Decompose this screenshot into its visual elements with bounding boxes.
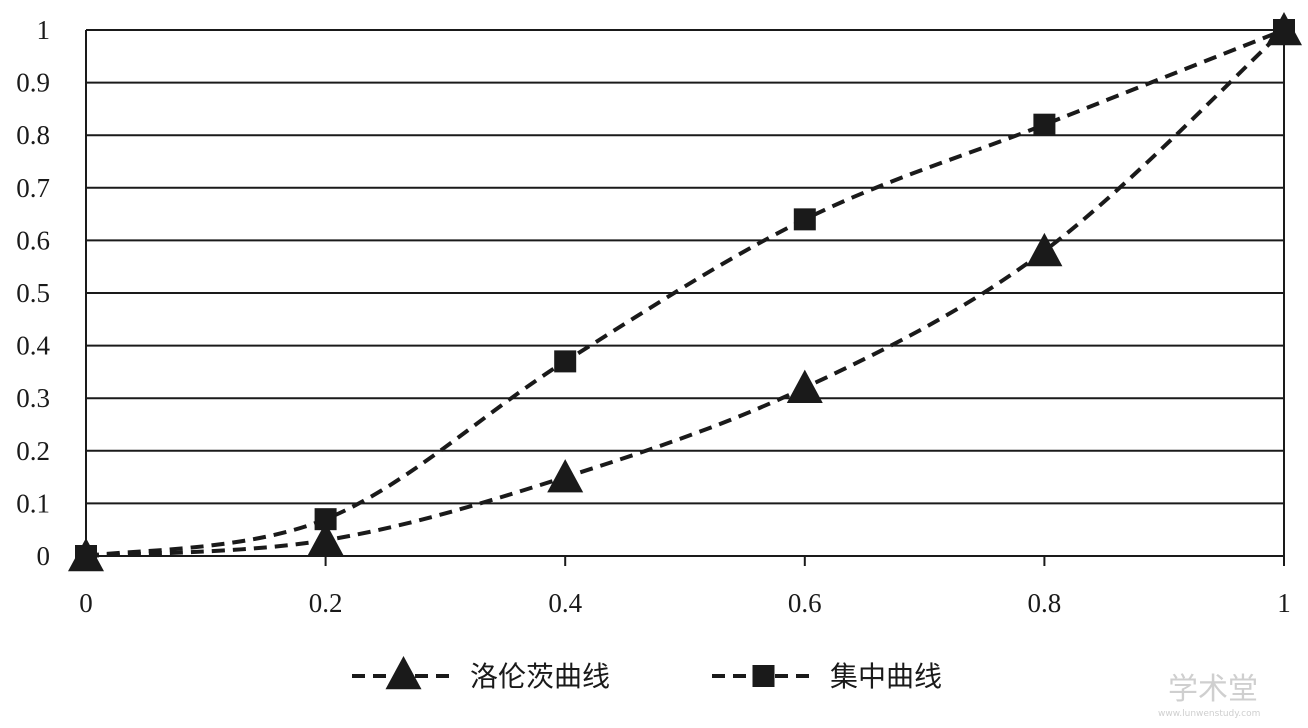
data-point [1026, 232, 1063, 267]
data-point [75, 545, 97, 567]
y-tick-label: 1 [37, 15, 51, 45]
data-point [786, 369, 823, 403]
x-tick-label: 0.2 [309, 588, 343, 618]
y-tick-label: 0.4 [16, 331, 50, 361]
x-tick-label: 0.6 [788, 588, 822, 618]
x-tick-label: 0.8 [1028, 588, 1062, 618]
x-tick-label: 0.4 [548, 588, 582, 618]
x-tick-label: 0 [79, 588, 93, 618]
data-point [314, 508, 337, 531]
legend-marker [385, 656, 422, 690]
data-point [307, 522, 344, 556]
series-line [85, 28, 1286, 558]
legend-marker [752, 665, 775, 687]
watermark: 学术堂 www.lunwenstudy.com [1158, 672, 1260, 719]
y-tick-label: 0.9 [16, 68, 50, 98]
legend-item-1: 集中曲线 [712, 660, 942, 693]
legend-item-0: 洛伦茨曲线 [352, 656, 610, 693]
series-1 [75, 19, 1295, 567]
x-tick-label: 1 [1277, 588, 1291, 618]
y-tick-label: 0.2 [16, 436, 50, 466]
y-tick-label: 0.6 [16, 225, 50, 255]
data-point [1033, 113, 1056, 136]
y-tick-label: 0.7 [16, 173, 50, 203]
data-point [1273, 19, 1295, 41]
x-tick-labels: 0 0.2 0.4 0.6 0.8 1 [79, 588, 1291, 618]
series-line [85, 28, 1285, 558]
grid-lines [86, 29, 1284, 557]
y-tick-label: 0 [37, 541, 51, 571]
y-tick-label: 0.8 [16, 120, 50, 150]
watermark-text: 学术堂 [1168, 672, 1258, 707]
axes [85, 30, 1285, 566]
watermark-url: www.lunwenstudy.com [1158, 709, 1260, 719]
legend-label: 集中曲线 [830, 660, 942, 693]
y-tick-label: 0.1 [16, 488, 50, 518]
legend: 洛伦茨曲线 集中曲线 [352, 656, 942, 693]
data-point [793, 208, 816, 231]
y-tick-label: 0.3 [16, 383, 50, 413]
data-point [554, 350, 577, 373]
y-tick-labels: 0 0.1 0.2 0.3 0.4 0.5 0.6 0.7 0.8 0.9 1 [16, 15, 50, 571]
data-point [547, 459, 584, 493]
series [68, 12, 1302, 572]
y-tick-label: 0.5 [16, 278, 50, 308]
legend-label: 洛伦茨曲线 [470, 660, 610, 693]
